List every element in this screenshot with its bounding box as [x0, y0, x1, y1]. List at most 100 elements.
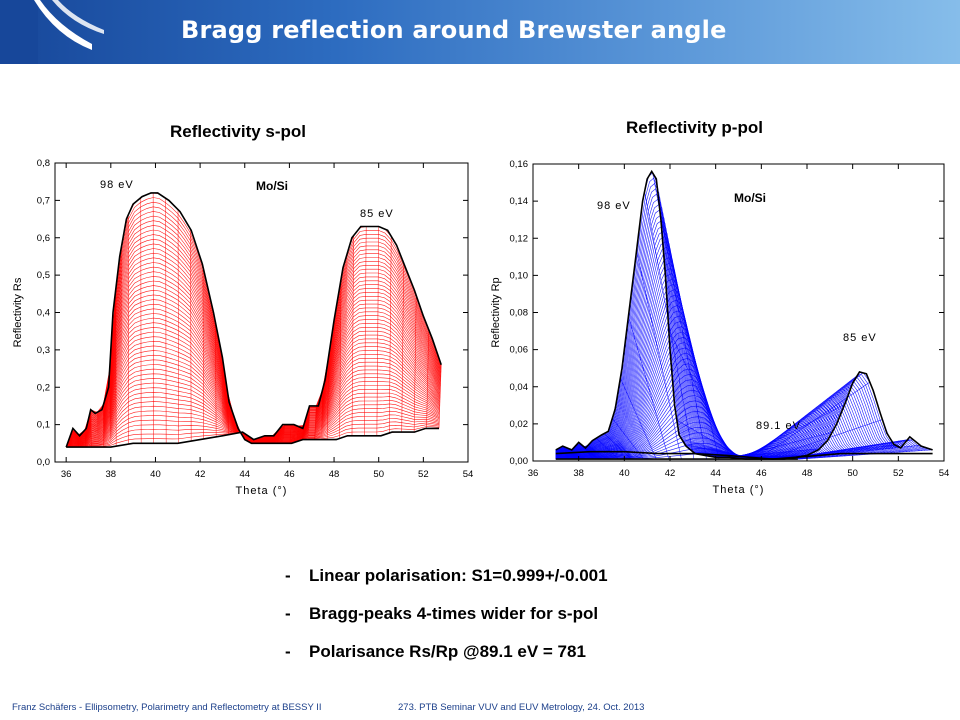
family-hatch: [413, 295, 417, 433]
bullet-text: Linear polarisation: S1=0.999+/-0.001: [309, 566, 608, 585]
series-line: [66, 225, 442, 448]
family-hatch: [376, 226, 380, 436]
energy-annotation: 98 eV: [597, 200, 631, 212]
title-banner: Bragg reflection around Brewster angle: [0, 0, 960, 64]
family-hatch: [426, 329, 430, 429]
x-tick-label: 48: [802, 468, 813, 479]
family-curve: [65, 192, 439, 448]
x-tick-label: 40: [150, 469, 161, 480]
family-hatch: [628, 316, 670, 460]
x-tick-label: 42: [195, 469, 206, 480]
y-tick-label: 0,02: [510, 419, 529, 430]
bullet-item: - Linear polarisation: S1=0.999+/-0.001: [285, 566, 608, 604]
y-tick-label: 0,4: [37, 308, 50, 319]
family-hatch: [177, 209, 179, 444]
bullet-item: - Polarisance Rs/Rp @89.1 eV = 781: [285, 642, 608, 680]
y-tick-label: 0,14: [510, 196, 529, 207]
y-tick-label: 0,06: [510, 345, 529, 356]
energy-annotation: 85 eV: [360, 208, 394, 220]
x-tick-label: 54: [939, 468, 950, 479]
x-tick-label: 36: [61, 469, 72, 480]
bullet-text: Polarisance Rs/Rp @89.1 eV = 781: [309, 642, 586, 661]
x-tick-label: 36: [528, 468, 539, 479]
x-tick-label: 46: [756, 468, 767, 479]
family-hatch: [264, 435, 267, 444]
family-hatch: [749, 375, 858, 460]
family-hatch: [604, 433, 632, 460]
family-hatch: [152, 192, 154, 444]
family-hatch: [438, 364, 442, 429]
family-hatch: [190, 229, 192, 442]
bullet-item: - Bragg-peaks 4-times wider for s-pol: [285, 604, 608, 642]
x-tick-label: 54: [463, 469, 474, 480]
x-tick-label: 40: [619, 468, 630, 479]
x-tick-label: 50: [847, 468, 858, 479]
series-line: [65, 192, 439, 448]
family-hatch: [676, 419, 745, 460]
y-tick-label: 0,6: [37, 233, 50, 244]
y-tick-label: 0,8: [37, 158, 50, 169]
family-hatch: [227, 392, 229, 435]
family-hatch: [401, 263, 405, 433]
family-hatch: [289, 424, 292, 444]
family-hatch: [620, 378, 657, 460]
x-tick-label: 44: [239, 469, 250, 480]
logo-swoosh-icon: [0, 0, 104, 64]
bullet-dash: -: [285, 566, 291, 585]
family-hatch: [741, 404, 845, 459]
y-tick-label: 0,04: [510, 382, 529, 393]
sample-label: Mo/Si: [734, 191, 766, 205]
series-line: [555, 169, 798, 460]
family-curve: [65, 319, 441, 448]
family-hatch: [214, 321, 217, 437]
chart-title-p-pol: Reflectivity p-pol: [626, 118, 763, 137]
sample-label: Mo/Si: [256, 179, 288, 193]
family-hatch: [595, 438, 619, 460]
family-hatch: [326, 355, 329, 440]
family-hatch: [339, 278, 342, 439]
chart-title-s-pol: Reflectivity s-pol: [170, 122, 307, 141]
bullet-dash: -: [285, 642, 291, 661]
family-hatch: [364, 226, 367, 436]
y-tick-label: 0,1: [37, 420, 50, 431]
y-tick-label: 0,16: [510, 159, 529, 170]
family-hatch: [733, 431, 833, 459]
family-curve: [65, 296, 441, 448]
family-hatch: [668, 329, 732, 460]
series-line: [555, 370, 933, 460]
family-hatch: [388, 236, 392, 434]
bullet-dash: -: [285, 604, 291, 623]
family-hatch: [202, 266, 204, 439]
energy-annotation: 98 eV: [100, 179, 134, 191]
footer-author: Franz Schäfers - Ellipsometry, Polarimet…: [12, 702, 322, 713]
x-axis-label: Theta (°): [713, 484, 765, 496]
x-tick-label: 44: [710, 468, 721, 479]
family-hatch: [277, 429, 279, 444]
x-tick-label: 42: [665, 468, 676, 479]
family-hatch: [314, 405, 317, 440]
x-tick-label: 52: [418, 469, 429, 480]
family-hatch: [165, 198, 167, 444]
family-hatch: [765, 419, 883, 460]
family-hatch: [757, 381, 870, 460]
x-tick-label: 46: [284, 469, 295, 480]
y-tick-label: 0,08: [510, 308, 529, 319]
y-tick-label: 0,0: [37, 457, 50, 468]
y-tick-label: 0,12: [510, 233, 529, 244]
y-tick-label: 0,00: [510, 456, 529, 467]
x-tick-label: 52: [893, 468, 904, 479]
p-pol-chart: 36 38 40 42 44 46 48 50 52 54 0,00 0,02 0,04 0,06 0,08…: [490, 159, 950, 496]
slide-title: Bragg reflection around Brewster angle: [181, 16, 727, 44]
x-tick-label: 50: [373, 469, 384, 480]
x-tick-label: 38: [573, 468, 584, 479]
y-tick-label: 0,2: [37, 382, 50, 393]
plot-frame: [532, 163, 945, 462]
x-tick-label: 48: [329, 469, 340, 480]
y-axis-label: Reflectivity Rs: [12, 277, 24, 347]
y-tick-label: 0,10: [510, 270, 529, 281]
energy-annotation: 89.1 eV: [756, 420, 801, 432]
y-tick-label: 0,3: [37, 345, 50, 356]
x-tick-label: 38: [106, 469, 117, 480]
s-pol-chart: 36 38 40 42 44 46 48 50 52 54 0,0 0,1 0,2 0,3 0,4 0,5 0,…: [12, 158, 474, 497]
y-tick-label: 0,5: [37, 270, 50, 281]
